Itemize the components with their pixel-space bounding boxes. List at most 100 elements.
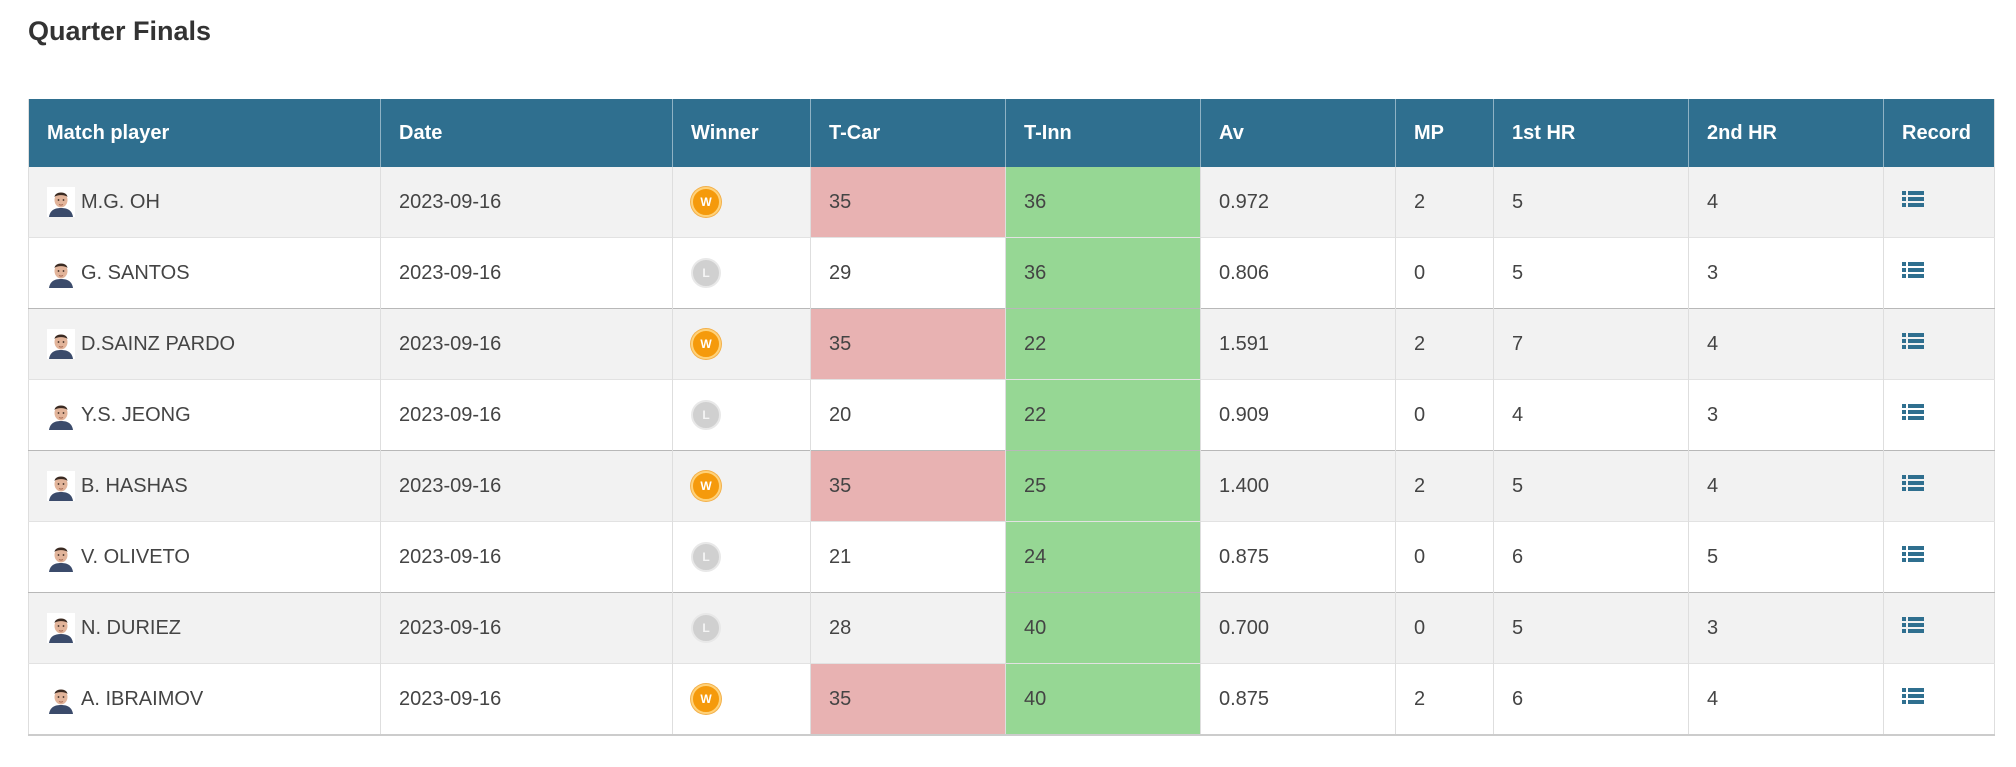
header-record[interactable]: Record	[1883, 99, 1995, 167]
table-row: V. OLIVETO 2023-09-16 L 21 24 0.875 0 6 5	[28, 521, 1995, 593]
player-name[interactable]: N. DURIEZ	[81, 616, 181, 639]
cell-record	[1884, 593, 1995, 664]
table-row: D.SAINZ PARDO 2023-09-16 W 35 22 1.591 2 7 4	[28, 308, 1995, 380]
loss-badge-icon: L	[691, 542, 721, 572]
cell-t-car: 21	[810, 521, 1006, 593]
player-avatar-icon	[47, 187, 75, 217]
player-name[interactable]: M.G. OH	[81, 190, 160, 213]
cell-1st-hr: 4	[1493, 379, 1689, 451]
cell-2nd-hr: 3	[1688, 379, 1884, 451]
win-badge-icon: W	[691, 329, 721, 359]
cell-2nd-hr: 5	[1688, 521, 1884, 593]
table-row: A. IBRAIMOV 2023-09-16 W 35 40 0.875 2 6 4	[28, 663, 1995, 735]
table-row: Y.S. JEONG 2023-09-16 L 20 22 0.909 0 4 3	[28, 379, 1995, 451]
player-name[interactable]: Y.S. JEONG	[81, 403, 191, 426]
cell-1st-hr: 5	[1493, 592, 1689, 664]
header-t-car[interactable]: T-Car	[810, 99, 1006, 167]
cell-date: 2023-09-16	[380, 379, 673, 451]
table-row: M.G. OH 2023-09-16 W 35 36 0.972 2 5 4	[28, 167, 1995, 238]
cell-player: V. OLIVETO	[28, 521, 381, 593]
header-t-inn[interactable]: T-Inn	[1005, 99, 1201, 167]
player-cell: B. HASHAS	[47, 471, 380, 501]
header-match-player[interactable]: Match player	[28, 99, 381, 167]
list-icon[interactable]	[1902, 545, 1924, 563]
cell-player: M.G. OH	[28, 167, 381, 238]
list-icon[interactable]	[1902, 474, 1924, 492]
cell-winner: W	[672, 167, 811, 238]
cell-winner: W	[672, 663, 811, 735]
cell-record	[1884, 451, 1995, 522]
cell-mp: 2	[1395, 663, 1494, 735]
list-icon[interactable]	[1902, 332, 1924, 350]
win-badge-icon: W	[691, 684, 721, 714]
cell-t-inn: 22	[1005, 308, 1201, 380]
player-name[interactable]: D.SAINZ PARDO	[81, 332, 236, 355]
cell-mp: 0	[1395, 237, 1494, 309]
header-av[interactable]: Av	[1200, 99, 1396, 167]
cell-mp: 0	[1395, 521, 1494, 593]
cell-t-car: 28	[810, 592, 1006, 664]
player-cell: M.G. OH	[47, 187, 380, 217]
loss-badge-icon: L	[691, 400, 721, 430]
player-name[interactable]: B. HASHAS	[81, 474, 188, 497]
cell-mp: 0	[1395, 592, 1494, 664]
cell-mp: 2	[1395, 308, 1494, 380]
cell-2nd-hr: 4	[1688, 167, 1884, 238]
cell-av: 0.972	[1200, 167, 1396, 238]
cell-date: 2023-09-16	[380, 167, 673, 238]
cell-winner: L	[672, 521, 811, 593]
list-icon[interactable]	[1902, 190, 1924, 208]
player-name[interactable]: A. IBRAIMOV	[81, 687, 204, 710]
cell-av: 0.875	[1200, 521, 1396, 593]
header-winner[interactable]: Winner	[672, 99, 811, 167]
cell-2nd-hr: 3	[1688, 592, 1884, 664]
cell-player: B. HASHAS	[28, 450, 381, 522]
cell-winner: L	[672, 379, 811, 451]
list-icon[interactable]	[1902, 403, 1924, 421]
cell-av: 0.700	[1200, 592, 1396, 664]
header-1st-hr[interactable]: 1st HR	[1493, 99, 1689, 167]
player-name[interactable]: G. SANTOS	[81, 261, 190, 284]
header-2nd-hr[interactable]: 2nd HR	[1688, 99, 1884, 167]
loss-badge-icon: L	[691, 613, 721, 643]
cell-av: 0.875	[1200, 663, 1396, 735]
player-cell: Y.S. JEONG	[47, 400, 380, 430]
player-avatar-icon	[47, 684, 75, 714]
cell-winner: W	[672, 308, 811, 380]
cell-t-car: 29	[810, 237, 1006, 309]
player-name[interactable]: V. OLIVETO	[81, 545, 190, 568]
cell-av: 1.591	[1200, 308, 1396, 380]
cell-record	[1884, 309, 1995, 380]
header-mp[interactable]: MP	[1395, 99, 1494, 167]
loss-badge-icon: L	[691, 258, 721, 288]
player-avatar-icon	[47, 542, 75, 572]
list-icon[interactable]	[1902, 687, 1924, 705]
cell-1st-hr: 7	[1493, 308, 1689, 380]
player-avatar-icon	[47, 400, 75, 430]
cell-date: 2023-09-16	[380, 521, 673, 593]
player-cell: V. OLIVETO	[47, 542, 380, 572]
list-icon[interactable]	[1902, 616, 1924, 634]
table-row: G. SANTOS 2023-09-16 L 29 36 0.806 0 5 3	[28, 237, 1995, 309]
cell-player: D.SAINZ PARDO	[28, 308, 381, 380]
cell-av: 0.909	[1200, 379, 1396, 451]
table-row: B. HASHAS 2023-09-16 W 35 25 1.400 2 5 4	[28, 450, 1995, 522]
cell-date: 2023-09-16	[380, 592, 673, 664]
cell-record	[1884, 167, 1995, 238]
cell-player: Y.S. JEONG	[28, 379, 381, 451]
player-cell: N. DURIEZ	[47, 613, 380, 643]
cell-t-inn: 24	[1005, 521, 1201, 593]
player-avatar-icon	[47, 613, 75, 643]
list-icon[interactable]	[1902, 261, 1924, 279]
cell-record	[1884, 380, 1995, 451]
player-avatar-icon	[47, 258, 75, 288]
header-date[interactable]: Date	[380, 99, 673, 167]
cell-t-car: 35	[810, 450, 1006, 522]
cell-winner: L	[672, 237, 811, 309]
cell-record	[1884, 238, 1995, 309]
cell-date: 2023-09-16	[380, 237, 673, 309]
section-title: Quarter Finals	[28, 16, 212, 46]
cell-t-car: 35	[810, 663, 1006, 735]
cell-player: G. SANTOS	[28, 237, 381, 309]
cell-2nd-hr: 4	[1688, 450, 1884, 522]
